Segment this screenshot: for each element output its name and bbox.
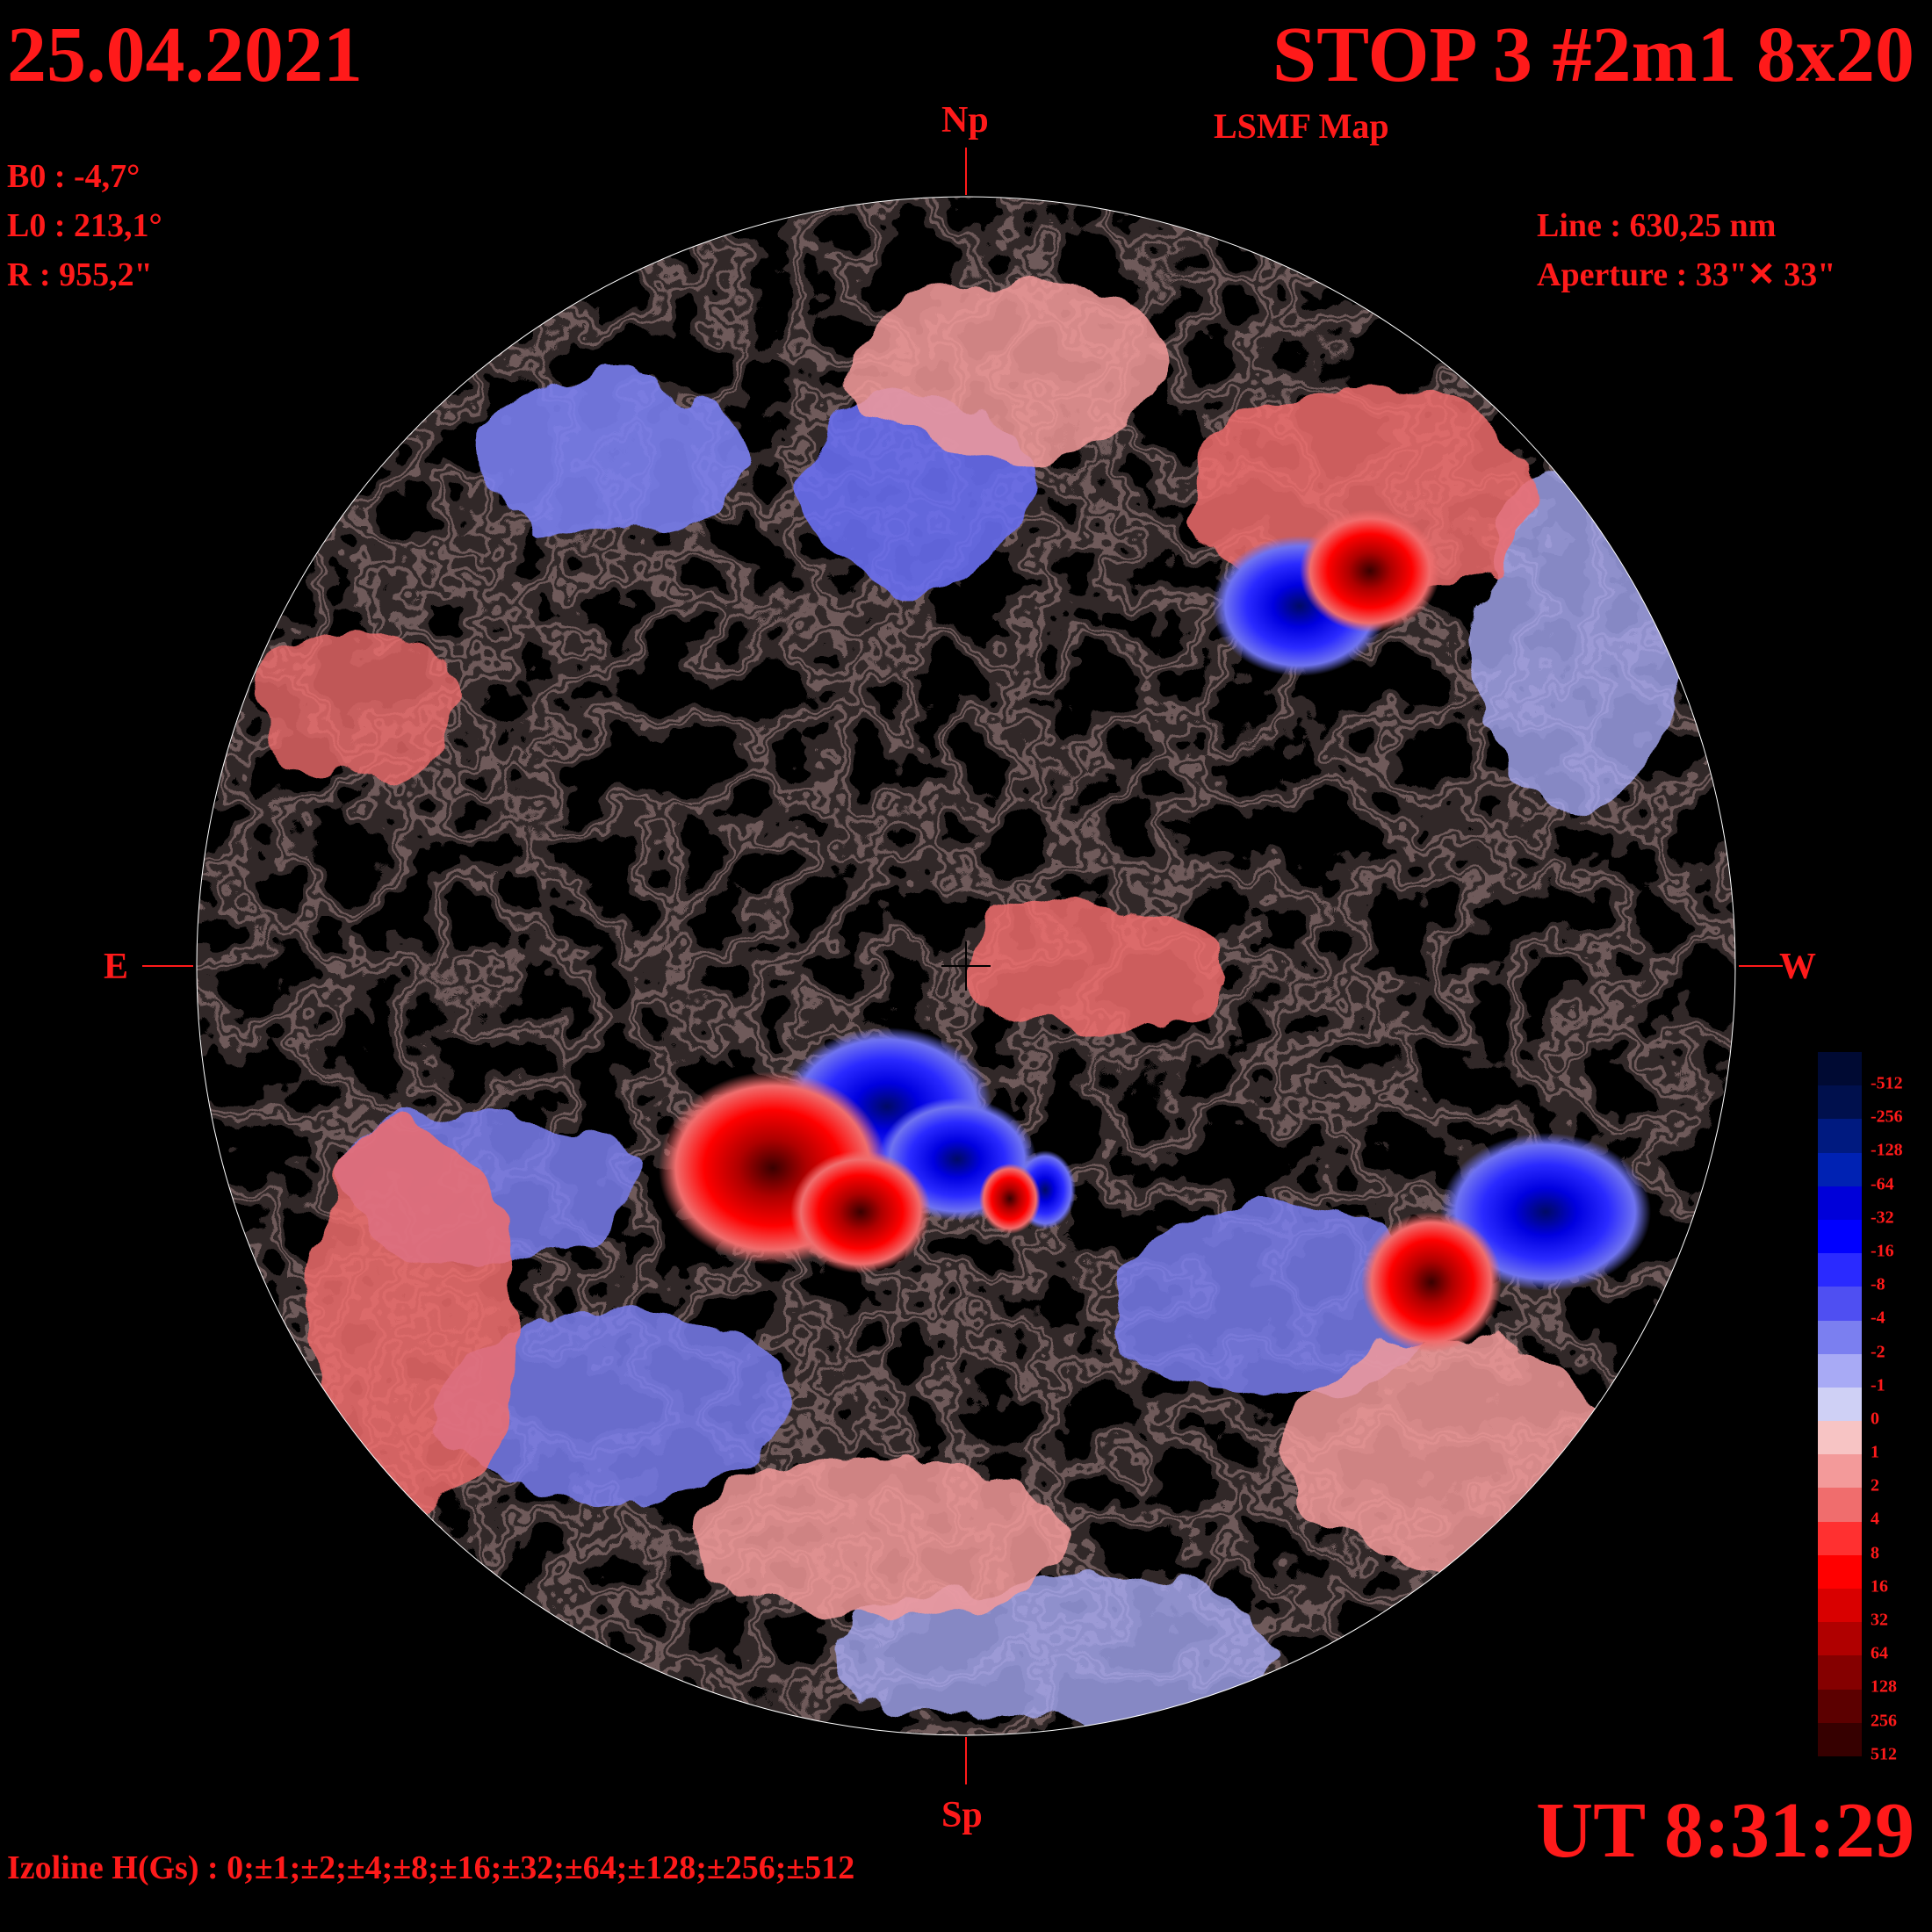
west-label: W [1779,947,1816,987]
ut-time-label: UT 8:31:29 [1536,1787,1914,1874]
map-title: STOP 3 #2m1 8x20 [1272,11,1914,98]
legend-swatch [1818,1421,1862,1455]
legend-label: -64 [1871,1174,1894,1194]
legend-swatch [1818,1655,1862,1690]
radius-label: R : 955,2" [7,256,153,293]
legend-swatch [1818,1287,1862,1322]
date-label: 25.04.2021 [7,11,363,98]
legend-label: 512 [1871,1744,1897,1764]
east-label: E [104,947,129,987]
legend-swatch [1818,1488,1862,1523]
legend-swatch [1818,1689,1862,1724]
active-regions [659,509,1651,1352]
legend-swatch [1818,1454,1862,1489]
legend-swatch [1818,1152,1862,1187]
legend-label: -512 [1871,1073,1903,1093]
isoline-label: Izoline H(Gs) : 0;±1;±2;±4;±8;±16;±32;±6… [7,1849,855,1886]
legend-label: -8 [1871,1274,1885,1294]
legend-label: 2 [1871,1475,1879,1496]
legend-label: -4 [1871,1308,1885,1328]
legend-label: 256 [1871,1711,1897,1731]
legend-swatch [1818,1119,1862,1154]
center-crosshair [941,941,991,991]
legend-swatch [1818,1353,1862,1388]
legend-swatch [1818,1722,1862,1757]
b0-label: B0 : -4,7° [7,158,141,195]
legend-swatch [1818,1521,1862,1556]
legend-swatch [1818,1589,1862,1623]
legend-swatch [1818,1253,1862,1287]
legend-label: -2 [1871,1342,1885,1362]
legend-label: -1 [1871,1375,1885,1395]
line-label: Line : 630,25 nm [1537,207,1777,244]
color-legend [1818,1052,1862,1757]
disk-limb [196,196,1736,1736]
legend-swatch [1818,1085,1862,1120]
axis-ticks [142,148,1783,1784]
north-label: Np [941,100,989,141]
legend-label: 64 [1871,1643,1888,1663]
legend-swatch [1818,1320,1862,1355]
legend-swatch [1818,1186,1862,1221]
aperture-label: Aperture : 33"✕ 33" [1537,256,1836,293]
legend-label: 128 [1871,1676,1897,1697]
legend-label: 16 [1871,1576,1888,1597]
legend-swatch [1818,1052,1862,1086]
legend-label: 4 [1871,1509,1879,1529]
legend-label: 32 [1871,1610,1888,1630]
map-subtitle: LSMF Map [1214,106,1389,146]
legend-swatch [1818,1622,1862,1656]
legend-label: 8 [1871,1543,1879,1563]
legend-label: 0 [1871,1409,1879,1429]
legend-swatch [1818,1219,1862,1254]
south-label: Sp [941,1795,983,1835]
legend-label: 1 [1871,1442,1879,1462]
legend-swatch [1818,1387,1862,1422]
legend-label: -32 [1871,1208,1894,1228]
legend-label: -256 [1871,1107,1903,1127]
legend-swatch [1818,1554,1862,1590]
l0-label: L0 : 213,1° [7,207,162,244]
legend-label: -16 [1871,1241,1894,1261]
legend-label: -128 [1871,1140,1903,1160]
